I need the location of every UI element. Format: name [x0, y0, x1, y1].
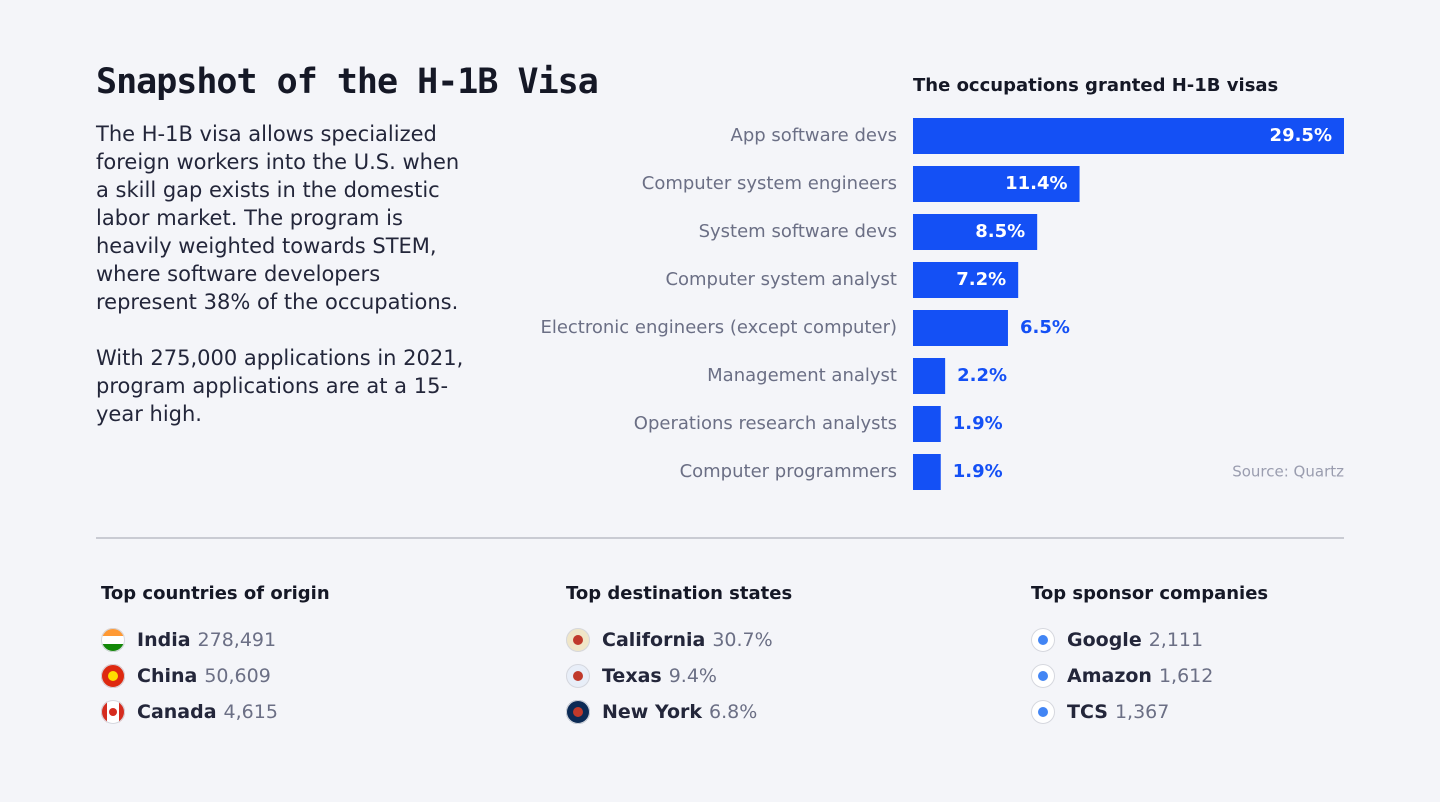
- value-label: 1.9%: [953, 413, 1003, 434]
- item-name: India: [137, 629, 191, 651]
- item-name: Google: [1067, 629, 1142, 651]
- bar: [913, 166, 1080, 202]
- category-label: System software devs: [699, 221, 897, 242]
- ring: [1031, 664, 1055, 688]
- list-row: Texas 9.4%: [566, 658, 986, 694]
- mark: [1038, 671, 1048, 681]
- icon: [1031, 700, 1055, 724]
- item-value: 9.4%: [668, 665, 717, 687]
- item-name: California: [602, 629, 706, 651]
- list-row: India 278,491: [101, 622, 521, 658]
- category-label: Operations research analysts: [634, 413, 897, 434]
- ring: [101, 628, 125, 652]
- ring: [566, 664, 590, 688]
- title: Snapshot of the H-1B Visa: [96, 62, 599, 102]
- category-label: Computer system analyst: [665, 269, 897, 290]
- ring: [566, 700, 590, 724]
- item-name: TCS: [1067, 701, 1108, 723]
- list-row: California 30.7%: [566, 622, 986, 658]
- list-title: Top sponsor companies: [1031, 583, 1269, 604]
- bar: [913, 262, 1019, 298]
- stripe: [101, 628, 125, 636]
- intro: The H-1B visa allows specialized foreign…: [96, 120, 466, 456]
- list-title: Top countries of origin: [101, 583, 330, 604]
- icon: [566, 664, 590, 688]
- divider: [96, 537, 1344, 539]
- list-title: Top destination states: [566, 583, 793, 604]
- icon: [1031, 664, 1055, 688]
- bar: [913, 118, 1344, 154]
- item-value: 1,367: [1114, 701, 1170, 723]
- list-row: Google 2,111: [1031, 622, 1440, 658]
- mark: [573, 707, 583, 717]
- icon-body: [101, 628, 125, 652]
- bar: [913, 214, 1038, 250]
- chart: The occupations granted H-1B visas Sourc…: [540, 75, 1344, 490]
- mark: [108, 671, 118, 681]
- icon: [566, 700, 590, 724]
- s: [119, 700, 125, 724]
- item-name: Canada: [137, 701, 217, 723]
- stripe: [101, 644, 125, 652]
- list-row: Amazon 1,612: [1031, 658, 1440, 694]
- icon: [1031, 628, 1055, 652]
- ring: [101, 700, 125, 724]
- icon: [101, 664, 125, 688]
- item-value: 278,491: [197, 629, 277, 651]
- bar: [913, 358, 946, 394]
- category-label: Computer programmers: [680, 461, 897, 482]
- stripe: [101, 636, 125, 644]
- paragraph: The H-1B visa allows specialized foreign…: [96, 122, 460, 314]
- value-label: 29.5%: [1270, 125, 1332, 146]
- list-row: TCS 1,367: [1031, 694, 1440, 730]
- item-value: 4,615: [223, 701, 278, 723]
- category-label: App software devs: [731, 125, 897, 146]
- value-label: 7.2%: [956, 269, 1006, 290]
- ring: [566, 628, 590, 652]
- source: Source: Quartz: [1232, 463, 1344, 481]
- value-label: 1.9%: [953, 461, 1003, 482]
- leaf: [109, 708, 117, 716]
- mark: [1038, 635, 1048, 645]
- ring: [1031, 628, 1055, 652]
- bar: [913, 406, 941, 442]
- value-label: 8.5%: [975, 221, 1025, 242]
- list-row: New York 6.8%: [566, 694, 986, 730]
- item-value: 30.7%: [712, 629, 773, 651]
- chart-title: The occupations granted H-1B visas: [913, 75, 1278, 96]
- list-row: Canada 4,615: [101, 694, 521, 730]
- item-value: 6.8%: [709, 701, 758, 723]
- category-label: Management analyst: [707, 365, 897, 386]
- item-name: Amazon: [1067, 665, 1152, 687]
- item-value: 2,111: [1148, 629, 1204, 651]
- list: Top destination states California 30.7% Tex…: [566, 580, 986, 730]
- list: Top sponsor companies Google 2,111 Amazon 1,…: [1031, 580, 1440, 730]
- item-name: New York: [602, 701, 703, 723]
- mark: [573, 671, 583, 681]
- mark: [573, 635, 583, 645]
- item-name: Texas: [602, 665, 662, 687]
- list-row: China 50,609: [101, 658, 521, 694]
- bar: [913, 454, 941, 490]
- bar: [913, 310, 1008, 346]
- s: [101, 700, 107, 724]
- item-value: 50,609: [204, 665, 271, 687]
- item-value: 1,612: [1158, 665, 1214, 687]
- icon: [566, 628, 590, 652]
- category-label: Electronic engineers (except computer): [540, 317, 897, 338]
- value-label: 6.5%: [1020, 317, 1070, 338]
- value-label: 11.4%: [1005, 173, 1067, 194]
- value-label: 2.2%: [957, 365, 1007, 386]
- paragraph: With 275,000 applications in 2021, progr…: [96, 346, 464, 426]
- category-label: Computer system engineers: [642, 173, 897, 194]
- icon: [101, 700, 125, 724]
- item-name: China: [137, 665, 198, 687]
- mark: [1038, 707, 1048, 717]
- icon: [101, 628, 125, 652]
- ring: [1031, 700, 1055, 724]
- ring: [101, 664, 125, 688]
- list: Top countries of origin India 278,491 China…: [101, 580, 521, 730]
